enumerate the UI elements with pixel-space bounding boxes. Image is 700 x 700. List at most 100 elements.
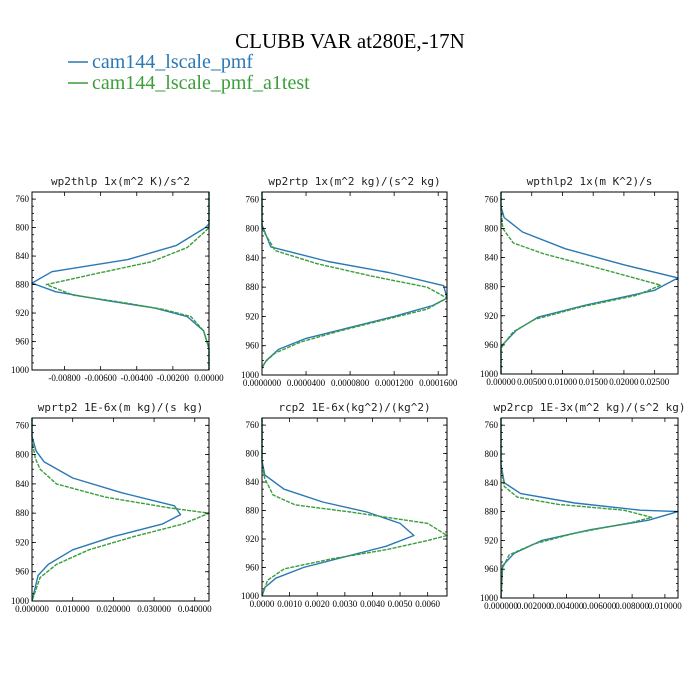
panel-title: wp2rcp 1E-3x(m^2 kg)/(s^2 kg) (493, 401, 685, 414)
legend-label-2: cam144_lscale_pmf_a1test (92, 72, 310, 94)
panel-title: wp2thlp 1x(m^2 K)/s^2 (51, 175, 190, 188)
x-tick-label: 0.0000000 (243, 378, 282, 388)
panel-3: wpthlp2 1x(m K^2)/s 760 800 840 880 920 960 100… (480, 175, 679, 387)
y-tick-label: 840 (246, 253, 260, 263)
legend-label-1: cam144_lscale_pmf (92, 51, 253, 73)
x-tick-label: 0.0050 (388, 599, 413, 609)
y-tick-label: 880 (16, 508, 30, 518)
series-line-1 (261, 418, 415, 597)
y-tick-label: 880 (485, 282, 499, 292)
panel-5: rcp2 1E-6x(kg^2)/(kg^2) 760 800 840 880 920 96… (241, 401, 448, 609)
x-tick-label: 0.01500 (579, 377, 609, 387)
x-tick-label: 0.020000 (97, 604, 131, 614)
x-tick-label: -0.00200 (157, 373, 190, 383)
series-line-1 (31, 192, 210, 370)
y-tick-label: 1000 (241, 591, 260, 601)
plot-frame (500, 417, 679, 599)
y-tick-label: 1000 (480, 369, 499, 379)
y-tick-label: 840 (246, 477, 260, 487)
panel-title: wpthlp2 1x(m K^2)/s (527, 175, 653, 188)
y-tick-label: 960 (485, 564, 499, 574)
panels: wp2thlp 1x(m^2 K)/s^2 760 800 840 880 920 960 1… (11, 175, 686, 614)
panel-4: wprtp2 1E-6x(m kg)/(s kg) 760 800 840 880 920… (11, 401, 212, 614)
y-tick-label: 880 (16, 280, 30, 290)
x-tick-label: 0.00500 (517, 377, 547, 387)
x-tick-label: 0.002000 (517, 601, 551, 611)
y-tick-label: 1000 (11, 365, 30, 375)
plot-frame (500, 191, 679, 375)
y-tick-label: 800 (246, 224, 260, 234)
y-tick-label: 1000 (241, 370, 260, 380)
plot-frame (31, 417, 210, 602)
y-tick-label: 760 (16, 194, 30, 204)
y-tick-label: 920 (246, 534, 260, 544)
x-tick-label: 0.010000 (56, 604, 90, 614)
x-tick-label: 0.040000 (178, 604, 212, 614)
panel-title: wp2rtp 1x(m^2 kg)/(s^2 kg) (268, 175, 440, 188)
legend: cam144_lscale_pmf cam144_lscale_pmf_a1te… (68, 51, 310, 94)
x-tick-label: 0.010000 (648, 601, 682, 611)
x-tick-label: 0.0001200 (375, 378, 414, 388)
y-tick-label: 920 (246, 311, 260, 321)
y-tick-label: 760 (16, 420, 30, 430)
x-tick-label: 0.0000 (250, 599, 275, 609)
panel-title: wprtp2 1E-6x(m kg)/(s kg) (38, 401, 204, 414)
x-tick-label: 0.004000 (550, 601, 584, 611)
panel-title: rcp2 1E-6x(kg^2)/(kg^2) (278, 401, 430, 414)
figure-title: CLUBB VAR at280E,-17N (235, 29, 465, 53)
y-tick-label: 880 (246, 282, 260, 292)
series-line-2 (45, 192, 210, 370)
x-tick-label: 0.0040 (360, 599, 385, 609)
x-tick-label: 0.00000 (194, 373, 224, 383)
x-tick-label: 0.000000 (15, 604, 49, 614)
y-tick-label: 880 (485, 507, 499, 517)
y-tick-label: 1000 (480, 593, 499, 603)
y-tick-label: 920 (16, 308, 30, 318)
x-tick-label: 0.0010 (277, 599, 302, 609)
x-tick-label: 0.000000 (484, 601, 518, 611)
x-tick-label: -0.00800 (48, 373, 81, 383)
y-tick-label: 960 (16, 337, 30, 347)
series-line-2 (261, 418, 448, 597)
x-tick-label: -0.00600 (85, 373, 118, 383)
y-tick-label: 960 (16, 567, 30, 577)
x-tick-label: 0.006000 (582, 601, 616, 611)
x-tick-label: -0.00400 (121, 373, 154, 383)
x-tick-label: 0.0000800 (331, 378, 370, 388)
y-tick-label: 920 (485, 311, 499, 321)
y-tick-label: 760 (485, 194, 499, 204)
y-tick-label: 840 (16, 251, 30, 261)
y-tick-label: 760 (246, 420, 260, 430)
y-tick-label: 880 (246, 506, 260, 516)
y-tick-label: 960 (485, 340, 499, 350)
series-line-2 (261, 192, 448, 369)
series-line-2 (31, 418, 210, 602)
y-tick-label: 800 (246, 449, 260, 459)
y-tick-label: 800 (485, 449, 499, 459)
y-tick-label: 840 (485, 478, 499, 488)
y-tick-label: 760 (246, 194, 260, 204)
panel-2: wp2rtp 1x(m^2 kg)/(s^2 kg) 760 800 840 880 92… (241, 175, 458, 388)
y-tick-label: 960 (246, 563, 260, 573)
y-tick-label: 960 (246, 341, 260, 351)
y-tick-label: 840 (485, 253, 499, 263)
plot-frame (31, 191, 210, 371)
series-line-1 (261, 192, 448, 369)
x-tick-label: 0.02500 (640, 377, 670, 387)
series-line-2 (500, 418, 653, 599)
x-tick-label: 0.0001600 (419, 378, 458, 388)
x-tick-label: 0.00000 (486, 377, 516, 387)
x-tick-label: 0.02000 (609, 377, 639, 387)
panel-6: wp2rcp 1E-3x(m^2 kg)/(s^2 kg) 760 800 840 88… (480, 401, 686, 611)
panel-1: wp2thlp 1x(m^2 K)/s^2 760 800 840 880 920 960 1… (11, 175, 224, 383)
y-tick-label: 760 (485, 420, 499, 430)
y-tick-label: 800 (16, 450, 30, 460)
y-tick-label: 920 (485, 535, 499, 545)
x-tick-label: 0.0060 (415, 599, 440, 609)
x-tick-label: 0.01000 (548, 377, 578, 387)
x-tick-label: 0.0030 (332, 599, 357, 609)
plot-frame (261, 417, 448, 597)
y-tick-label: 840 (16, 479, 30, 489)
series-line-1 (31, 418, 182, 602)
